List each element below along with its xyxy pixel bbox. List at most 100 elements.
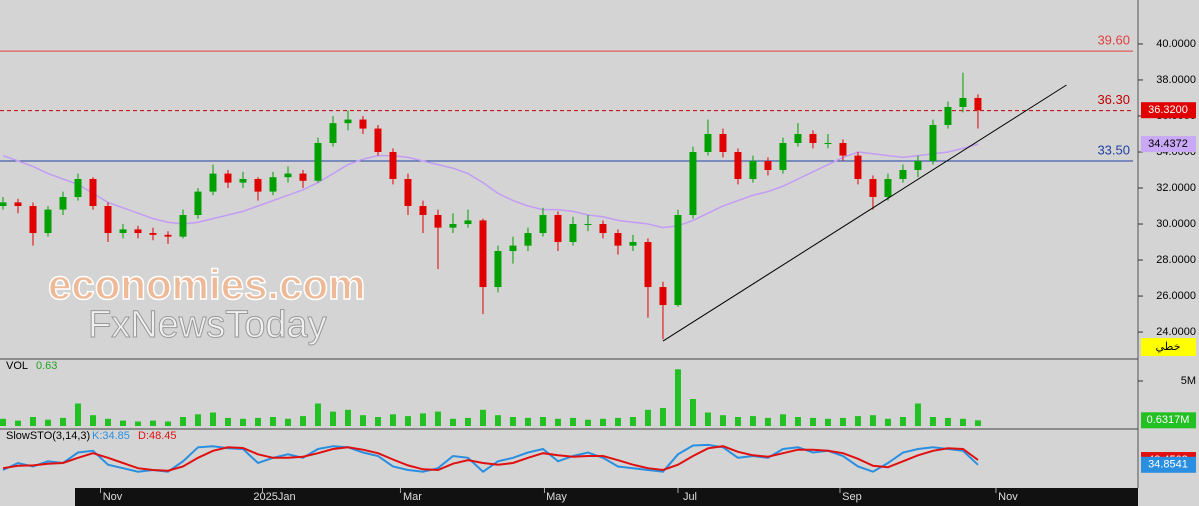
candle-body (434, 215, 442, 228)
volume-bar (269, 416, 276, 426)
volume-bar (659, 407, 666, 426)
volume-bar (164, 421, 171, 426)
volume-bar (884, 418, 891, 426)
candle-body (554, 215, 562, 243)
candle-body (509, 245, 517, 252)
x-tick-label: 2025Jan (253, 491, 295, 503)
panel-title: SlowSTO(3,14,3) (6, 430, 90, 442)
watermark: economies.com (48, 261, 365, 308)
candle-body (0, 202, 7, 207)
candle-body (209, 173, 217, 192)
volume-bar (74, 403, 81, 426)
volume-bar (179, 416, 186, 426)
price-box (1141, 412, 1196, 429)
candle-body (809, 133, 817, 143)
candle-body (134, 229, 142, 234)
volume-bar (0, 418, 6, 426)
volume-bar (974, 420, 981, 426)
price-box (1141, 456, 1196, 473)
volume-bar (899, 416, 906, 426)
volume-bar (674, 369, 681, 426)
candle-body (104, 206, 112, 234)
candle-body (824, 142, 832, 144)
x-tick-label: Mar (403, 491, 422, 503)
trendline (662, 84, 1067, 342)
candle-body (494, 251, 502, 288)
candle-body (239, 179, 247, 183)
volume-bar (719, 415, 726, 426)
volume-bar (794, 416, 801, 426)
candle-body (449, 224, 457, 228)
x-tick-label: Nov (998, 491, 1018, 503)
candle-body (284, 173, 292, 178)
volume-bar (209, 412, 216, 426)
candle-body (404, 179, 412, 207)
candle-body (749, 160, 757, 179)
level-label: 33.50 (1097, 142, 1130, 157)
volume-bar (479, 409, 486, 426)
candle-body (779, 142, 787, 170)
candle-body (569, 224, 577, 243)
candle-body (734, 151, 742, 179)
tag: خطي (1156, 341, 1181, 353)
moving-average (2, 143, 979, 229)
volume-bar (119, 420, 126, 426)
volume-bar (449, 418, 456, 426)
volume-bar (389, 414, 396, 426)
level-label: 36.30 (1097, 92, 1130, 107)
y-tick-label: 40.0000 (1156, 38, 1196, 50)
volume-bar (854, 416, 861, 426)
volume-bar (59, 417, 66, 426)
volume-bar (329, 411, 336, 426)
volume-bar (959, 418, 966, 426)
candle-body (344, 119, 352, 124)
candle-body (524, 233, 532, 246)
candle-body (899, 169, 907, 179)
price-box-label: 34.4372 (1148, 138, 1188, 150)
volume-bar (14, 420, 21, 426)
candle-body (119, 229, 127, 234)
candle-body (314, 142, 322, 181)
volume-bar (149, 420, 156, 426)
candle-body (584, 224, 592, 226)
panel-value: 0.63 (36, 360, 57, 372)
candle-body (419, 206, 427, 216)
x-tick-label: May (546, 491, 567, 503)
price-box (1141, 102, 1196, 119)
volume-bar (764, 417, 771, 426)
stoch-line (2, 445, 979, 472)
volume-bar (614, 417, 621, 426)
candle-body (764, 160, 772, 170)
candle-body (59, 197, 67, 210)
y-tick-label: 28.0000 (1156, 254, 1196, 266)
volume-bar (194, 414, 201, 426)
legend-entry: D:48.45 (138, 430, 177, 442)
candle-body (149, 233, 157, 235)
price-box-label: 34.8541 (1148, 459, 1188, 471)
volume-bar (344, 409, 351, 426)
volume-bar (569, 417, 576, 426)
volume-bar (929, 416, 936, 426)
candle-body (929, 124, 937, 161)
price-box-label: 0.6317M (1147, 414, 1190, 426)
candle-body (89, 179, 97, 207)
volume-bar (524, 417, 531, 426)
volume-bar (134, 421, 141, 426)
price-box-label: 36.3200 (1148, 104, 1188, 116)
volume-bar (839, 417, 846, 426)
candle-body (44, 209, 52, 234)
candle-body (884, 179, 892, 198)
volume-bar (224, 417, 231, 426)
level-label: 39.60 (1097, 33, 1130, 48)
volume-bar (584, 419, 591, 426)
x-tick-label: Nov (103, 491, 123, 503)
y-tick-label: 5M (1181, 375, 1196, 387)
candle-body (674, 215, 682, 306)
candle-body (14, 202, 22, 207)
volume-bar (494, 415, 501, 426)
volume-bar (89, 415, 96, 426)
volume-bar (404, 416, 411, 426)
candle-body (539, 215, 547, 234)
